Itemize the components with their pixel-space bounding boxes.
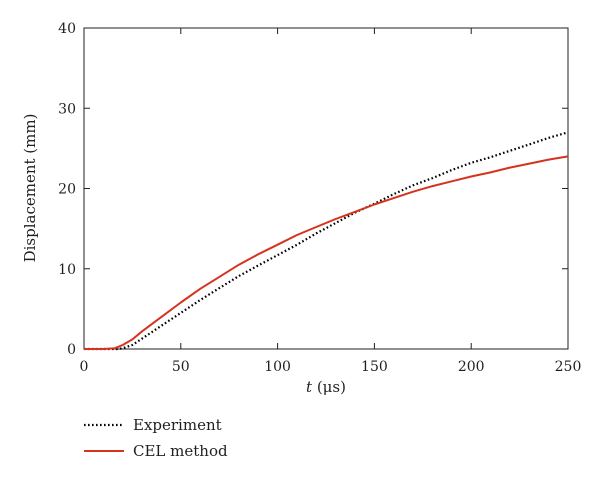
axis-ticks — [83, 27, 569, 350]
series-lines — [84, 131, 569, 351]
y-tick-label: 0 — [67, 342, 76, 358]
x-tick-label: 0 — [80, 359, 89, 375]
y-axis-label: Displacement (mm) — [21, 114, 39, 263]
x-tick-label: 150 — [361, 359, 388, 375]
x-tick-label: 100 — [264, 359, 291, 375]
axis-tick-labels: 0 50 100 150 200 250 0 10 20 30 40 — [58, 21, 581, 375]
x-tick-label: 200 — [458, 359, 485, 375]
legend-label-cel-method: CEL method — [133, 442, 228, 460]
legend: Experiment CEL method — [84, 416, 228, 460]
y-tick-label: 20 — [58, 182, 76, 198]
y-tick-label: 40 — [58, 21, 76, 37]
y-tick-label: 10 — [58, 262, 76, 278]
series-line-cel-method — [84, 155, 569, 350]
series-line-experiment — [84, 131, 569, 351]
plot-frame — [83, 27, 569, 350]
legend-label-experiment: Experiment — [133, 416, 222, 434]
x-tick-label: 250 — [555, 359, 582, 375]
x-tick-label: 50 — [172, 359, 190, 375]
x-axis-label: t (μs) — [306, 378, 346, 396]
y-tick-label: 30 — [58, 101, 76, 117]
